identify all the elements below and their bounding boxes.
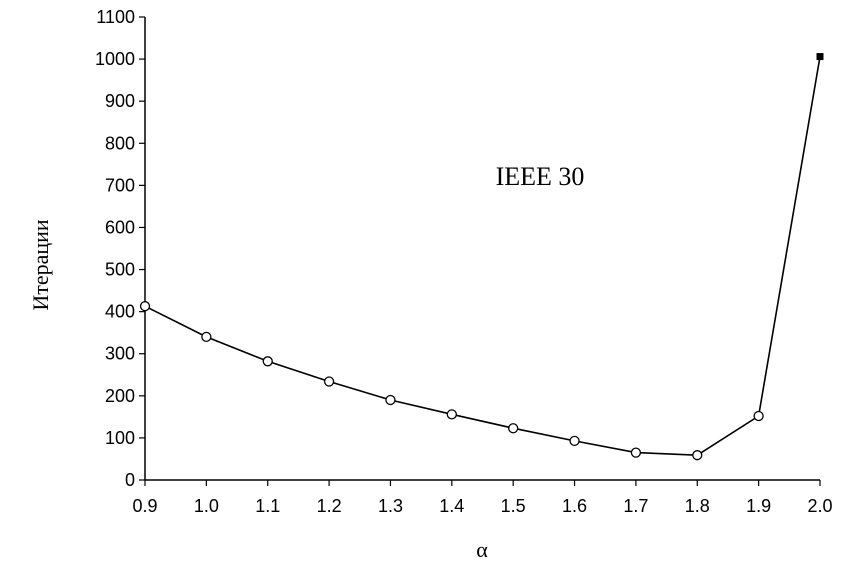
y-tick-label: 300	[105, 344, 135, 364]
x-tick-label: 1.6	[562, 496, 587, 516]
y-tick-label: 900	[105, 91, 135, 111]
x-tick-label: 2.0	[807, 496, 832, 516]
x-tick-label: 1.5	[501, 496, 526, 516]
axes	[144, 17, 820, 481]
data-point	[139, 301, 151, 312]
data-point	[630, 447, 642, 458]
x-tick-label: 1.3	[378, 496, 403, 516]
series-line	[144, 56, 821, 457]
x-tick-label: 1.1	[255, 496, 280, 516]
data-point	[385, 394, 396, 406]
x-tick-label: 1.7	[623, 496, 648, 516]
x-tick-label: 1.0	[194, 496, 219, 516]
y-tick-label: 400	[105, 302, 135, 322]
data-point	[569, 435, 580, 447]
x-tick-label: 1.8	[685, 496, 710, 516]
y-tick-label: 1000	[95, 49, 135, 69]
x-tick-label: 1.2	[317, 496, 342, 516]
chart-annotation: IEEE 30	[496, 162, 585, 191]
x-axis-label: α	[476, 537, 488, 562]
y-tick-label: 200	[105, 386, 135, 406]
y-tick-label: 0	[125, 470, 135, 490]
data-point	[508, 423, 519, 434]
y-tick-label: 800	[105, 133, 135, 153]
data-point	[753, 410, 764, 422]
y-axis-label: Итерации	[28, 219, 53, 311]
data-point	[816, 53, 824, 61]
y-tick-label: 700	[105, 175, 135, 195]
x-tick-label: 1.4	[439, 496, 464, 516]
data-point	[323, 376, 335, 387]
x-ticks: 0.9 1.0 1.1 1.2 1.3 1.4 1.5 1.6 1.7 1.8 1.9 2.0	[132, 480, 833, 516]
data-point	[262, 356, 273, 367]
data-point	[201, 331, 212, 343]
y-tick-label: 1100	[96, 7, 135, 27]
y-tick-label: 100	[105, 428, 135, 448]
y-tick-label: 600	[105, 217, 135, 237]
data-point	[446, 409, 457, 420]
y-tick-label: 500	[105, 260, 135, 280]
data-point	[692, 450, 703, 461]
x-tick-label: 0.9	[132, 496, 157, 516]
y-ticks: 0 100 200 300 400 500 600 700 800 900 1000 1100	[95, 7, 145, 490]
series-markers	[139, 53, 824, 461]
x-tick-label: 1.9	[746, 496, 771, 516]
